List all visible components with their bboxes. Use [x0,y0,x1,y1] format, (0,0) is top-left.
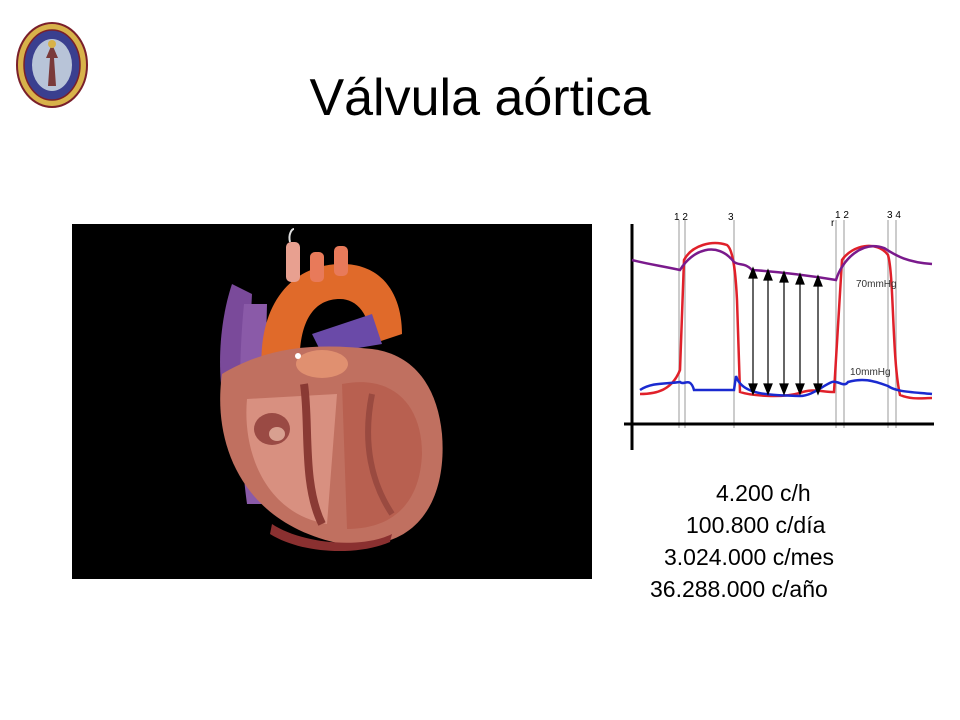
stat-per-day: 100.800 c/día [686,512,826,538]
aortic-pressure-label: 70mmHg [856,279,897,290]
stat-per-hour: 4.200 c/h [716,480,811,506]
phase-label: 1 2 [674,212,688,223]
phase-label: 3 [728,212,734,223]
phase-label: r [831,218,835,229]
pressure-graph: 1 2 3 r 1 2 3 4 70mmHg 10mmHg [622,200,934,462]
slide-title: Válvula aórtica [309,69,651,127]
heart-illustration [72,224,592,579]
atrial-pressure-label: 10mmHg [850,367,891,378]
university-seal-logo [14,20,90,110]
phase-label: 1 2 [835,210,849,221]
stat-per-year: 36.288.000 c/año [650,576,828,602]
phase-label: 3 4 [887,210,901,221]
stat-per-month: 3.024.000 c/mes [664,544,835,570]
